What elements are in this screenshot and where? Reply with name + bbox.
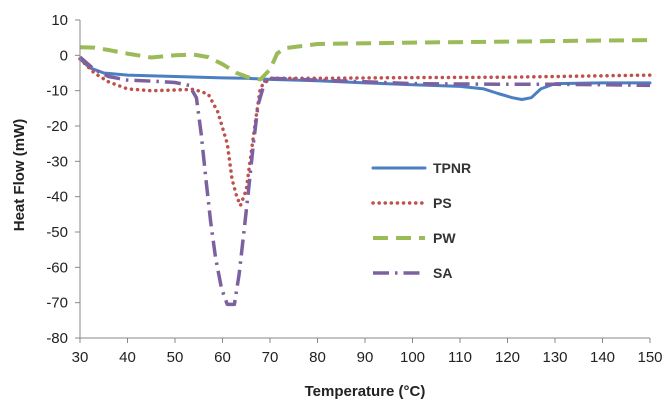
x-axis-label: Temperature (°C) <box>305 383 426 400</box>
x-tick-label: 110 <box>448 349 472 366</box>
x-tick-label: 120 <box>495 349 520 366</box>
y-tick-label: -70 <box>46 295 68 312</box>
x-tick-label: 130 <box>542 349 567 366</box>
series-line-tpnr <box>78 57 652 101</box>
x-tick-label: 100 <box>400 349 425 366</box>
series-line-pw <box>79 38 651 82</box>
legend-label-sa: SA <box>433 265 452 281</box>
x-tick-label: 40 <box>119 349 136 366</box>
legend-label-ps: PS <box>433 195 452 211</box>
x-tick-label: 140 <box>590 349 615 366</box>
y-tick-label: 0 <box>60 47 68 64</box>
y-tick-label: -50 <box>46 224 68 241</box>
x-tick-label: 150 <box>637 349 662 366</box>
y-tick-label: -30 <box>46 153 68 170</box>
x-tick-label: 90 <box>357 349 374 366</box>
x-tick-label: 50 <box>167 349 184 366</box>
axes <box>75 19 651 343</box>
plot-area <box>78 38 652 307</box>
x-tick-label: 60 <box>214 349 231 366</box>
legend-label-pw: PW <box>433 230 456 246</box>
y-axis-label: Heat Flow (mW) <box>11 119 28 232</box>
y-tick-label: -20 <box>46 118 68 135</box>
y-tick-label: -80 <box>46 330 68 347</box>
series-line-ps <box>78 57 652 208</box>
y-tick-label: 10 <box>51 12 68 29</box>
x-tick-label: 30 <box>72 349 89 366</box>
series-line-sa <box>78 55 651 307</box>
y-tick-label: -10 <box>46 83 68 100</box>
y-tick-label: -40 <box>46 189 68 206</box>
x-tick-label: 80 <box>309 349 326 366</box>
legend: TPNR PS PW SA <box>371 160 471 281</box>
y-tick-label: -60 <box>46 259 68 276</box>
legend-label-tpnr: TPNR <box>433 160 471 176</box>
x-tick-label: 70 <box>262 349 279 366</box>
